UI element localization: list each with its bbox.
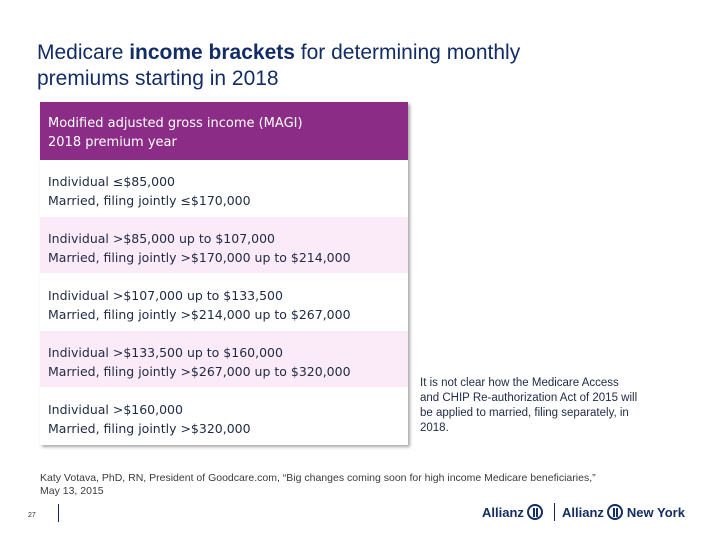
individual-bracket: Individual ≤$85,000 [48,174,176,189]
footer-divider [58,504,59,522]
table-row: Individual >$133,500 up to $160,000 Marr… [40,331,408,388]
slide-title: Medicare income brackets for determining… [37,40,597,92]
allianz-eagle-icon [526,504,543,520]
table-row: Individual ≤$85,000 Married, filing join… [40,160,408,217]
logo-divider [554,503,555,521]
allianz-logo-text: Allianz [482,504,524,520]
allianz-ny-suffix-text: New York [626,504,685,520]
table-header-line-2: 2018 premium year [48,135,177,150]
title-text-1: Medicare [37,41,130,64]
individual-bracket: Individual >$85,000 up to $107,000 [48,231,275,246]
married-bracket: Married, filing jointly >$320,000 [48,421,251,436]
individual-bracket: Individual >$133,500 up to $160,000 [48,345,283,360]
table-header: Modified adjusted gross income (MAGI) 20… [40,102,408,160]
individual-bracket: Individual >$160,000 [48,402,183,417]
table-row: Individual >$85,000 up to $107,000 Marri… [40,217,408,274]
individual-bracket: Individual >$107,000 up to $133,500 [48,288,283,303]
allianz-logo: Allianz [482,502,543,522]
married-bracket: Married, filing jointly >$170,000 up to … [48,250,351,265]
table-header-line-1: Modified adjusted gross income (MAGI) [48,116,303,131]
allianz-ny-brand-text: Allianz [562,504,604,520]
allianz-eagle-icon [606,504,623,520]
side-note: It is not clear how the Medicare Access … [420,377,638,434]
table-row: Individual >$160,000 Married, filing joi… [40,388,408,445]
page-number: 27 [28,512,36,519]
married-bracket: Married, filing jointly >$267,000 up to … [48,364,351,379]
table-row: Individual >$107,000 up to $133,500 Marr… [40,274,408,331]
allianz-new-york-logo: Allianz New York [562,502,685,522]
income-brackets-table: Modified adjusted gross income (MAGI) 20… [40,102,408,445]
title-emphasis: income brackets [129,41,295,64]
married-bracket: Married, filing jointly ≤$170,000 [48,193,251,208]
married-bracket: Married, filing jointly >$214,000 up to … [48,307,351,322]
source-citation: Katy Votava, PhD, RN, President of Goodc… [40,472,596,497]
title-text-2: for determining monthly premiums startin… [37,41,521,90]
